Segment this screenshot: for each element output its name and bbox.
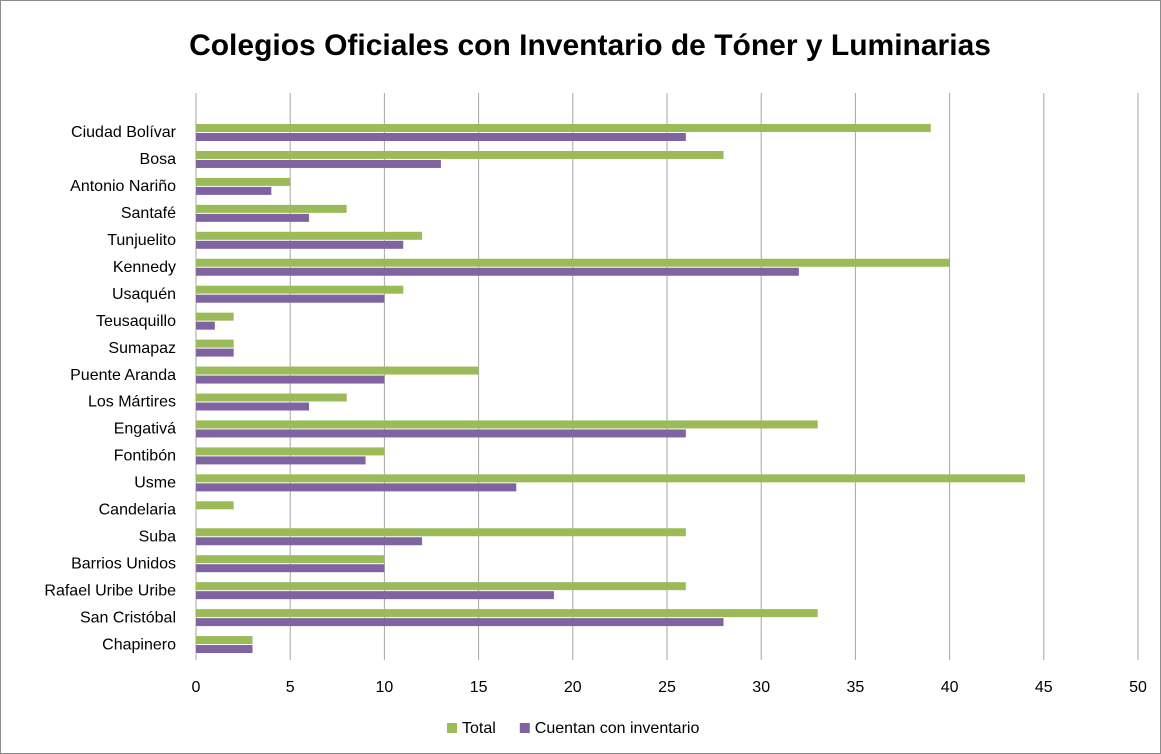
legend-label: Cuentan con inventario xyxy=(535,720,700,737)
y-tick-label: Usme xyxy=(134,475,176,492)
x-tick-label: 10 xyxy=(376,679,394,696)
bar xyxy=(196,258,950,267)
x-tick-label: 50 xyxy=(1129,679,1147,696)
bar xyxy=(196,159,441,168)
x-tick-label: 5 xyxy=(286,679,295,696)
bar xyxy=(196,618,724,627)
y-tick-label: Ciudad Bolívar xyxy=(71,124,177,141)
bar xyxy=(196,528,686,537)
bar xyxy=(196,636,253,645)
bar xyxy=(196,204,347,213)
x-tick-label: 0 xyxy=(192,679,201,696)
bar xyxy=(196,186,272,195)
x-tick-label: 35 xyxy=(847,679,865,696)
bar xyxy=(196,285,404,294)
y-tick-label: Barrios Unidos xyxy=(71,555,176,572)
bar xyxy=(196,582,686,591)
bar xyxy=(196,124,931,132)
bar xyxy=(196,474,1025,483)
bar xyxy=(196,375,385,384)
bar xyxy=(196,321,215,330)
y-tick-label: Bosa xyxy=(140,151,177,168)
y-tick-label: San Cristóbal xyxy=(80,609,176,626)
y-tick-label: Kennedy xyxy=(113,259,176,276)
x-tick-label: 15 xyxy=(470,679,488,696)
x-tick-label: 25 xyxy=(658,679,676,696)
bar xyxy=(196,339,234,348)
bar xyxy=(196,591,554,600)
bar xyxy=(196,348,234,357)
bar xyxy=(196,133,686,141)
bar xyxy=(196,393,347,402)
bar xyxy=(196,564,385,573)
x-tick-label: 40 xyxy=(941,679,959,696)
bar xyxy=(196,456,366,465)
y-tick-label: Rafael Uribe Uribe xyxy=(44,582,176,599)
y-tick-label: Engativá xyxy=(114,421,176,438)
bar xyxy=(196,150,724,159)
bar xyxy=(196,609,818,618)
bar xyxy=(196,420,818,429)
legend-swatch xyxy=(519,723,530,733)
legend-label: Total xyxy=(462,720,496,737)
bar xyxy=(196,366,479,375)
y-tick-label: Sumapaz xyxy=(108,340,176,357)
y-tick-label: Chapinero xyxy=(102,636,176,653)
bar xyxy=(196,645,253,654)
y-tick-label: Antonio Nariño xyxy=(70,178,176,195)
bar xyxy=(196,177,291,186)
bar xyxy=(196,447,385,456)
x-tick-label: 20 xyxy=(564,679,582,696)
bar xyxy=(196,294,385,303)
bar xyxy=(196,537,423,546)
x-tick-label: 45 xyxy=(1035,679,1053,696)
y-tick-label: Santafé xyxy=(121,205,176,222)
bar xyxy=(196,267,799,276)
bar xyxy=(196,501,234,510)
chart-title: Colegios Oficiales con Inventario de Tón… xyxy=(189,29,991,62)
y-tick-label: Los Mártires xyxy=(88,394,176,411)
y-tick-label: Tunjuelito xyxy=(107,232,176,249)
y-tick-label: Usaquén xyxy=(112,286,176,303)
bar xyxy=(196,312,234,321)
bar xyxy=(196,240,404,249)
x-tick-label: 30 xyxy=(752,679,770,696)
bar xyxy=(196,231,423,240)
bar xyxy=(196,483,517,492)
y-tick-label: Teusaquillo xyxy=(96,313,176,330)
y-tick-label: Fontibón xyxy=(114,448,176,465)
bar xyxy=(196,213,310,222)
bar xyxy=(196,429,686,438)
y-tick-label: Puente Aranda xyxy=(70,367,176,384)
legend-swatch xyxy=(447,723,457,733)
y-tick-label: Candelaria xyxy=(99,502,176,519)
y-tick-label: Suba xyxy=(139,528,176,545)
bar xyxy=(196,402,310,411)
bar xyxy=(196,555,385,564)
